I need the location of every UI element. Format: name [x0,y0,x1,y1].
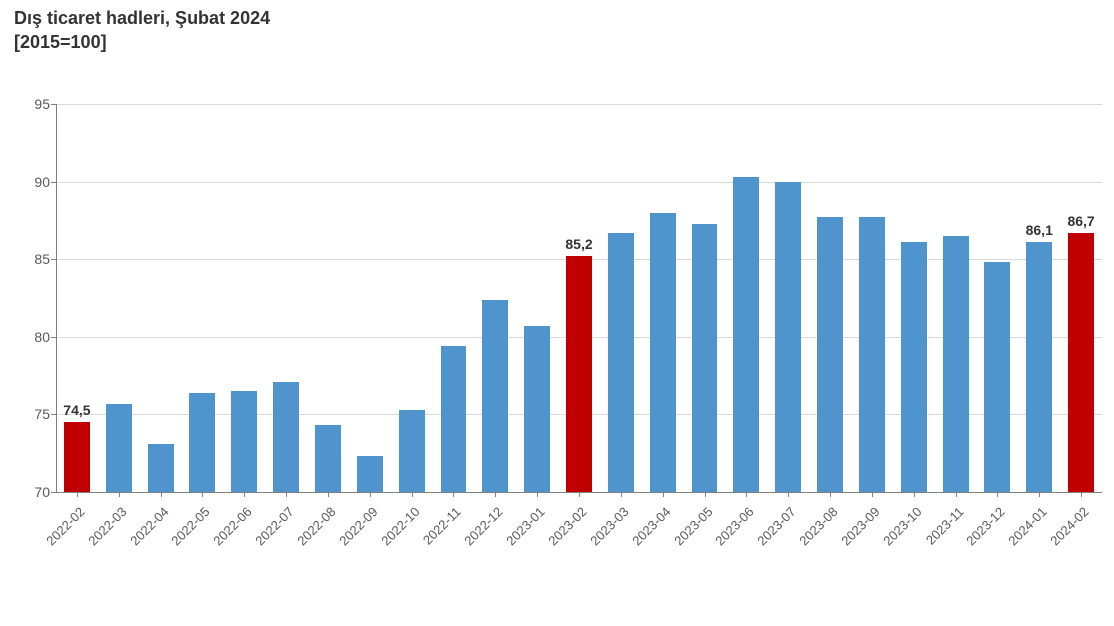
x-tick-mark [412,492,413,497]
x-tick-mark [495,492,496,497]
x-tick-mark [997,492,998,497]
bar-value-label: 85,2 [565,236,592,252]
x-tick-mark [872,492,873,497]
bar [566,256,592,492]
bar [817,217,843,492]
y-tick-label: 85 [6,251,50,267]
y-tick-label: 70 [6,484,50,500]
bar-value-label: 86,1 [1026,222,1053,238]
x-tick-mark [77,492,78,497]
bar [901,242,927,492]
x-tick-mark [746,492,747,497]
bar [733,177,759,492]
bar [231,391,257,492]
bar [775,182,801,492]
plot-area: 70758085909574,52022-022022-032022-04202… [56,104,1102,492]
x-tick-mark [453,492,454,497]
bar [399,410,425,492]
x-tick-mark [370,492,371,497]
bar [106,404,132,492]
x-tick-mark [1081,492,1082,497]
y-tick-label: 75 [6,406,50,422]
bar [1068,233,1094,492]
x-tick-mark [244,492,245,497]
bar [1026,242,1052,492]
bar-value-label: 74,5 [63,402,90,418]
grid-line [56,104,1102,105]
x-tick-mark [202,492,203,497]
bar [943,236,969,492]
bar [524,326,550,492]
bar [482,300,508,492]
x-tick-mark [914,492,915,497]
chart-title: Dış ticaret hadleri, Şubat 2024 [2015=10… [14,6,270,55]
bar [64,422,90,492]
y-axis [56,104,57,492]
y-tick-label: 90 [6,174,50,190]
bar [608,233,634,492]
chart-title-line2: [2015=100] [14,30,270,54]
y-tick-label: 95 [6,96,50,112]
grid-line [56,182,1102,183]
bar [315,425,341,492]
bar [650,213,676,492]
x-tick-mark [286,492,287,497]
x-tick-mark [579,492,580,497]
x-tick-mark [705,492,706,497]
chart-title-line1: Dış ticaret hadleri, Şubat 2024 [14,6,270,30]
x-tick-mark [1039,492,1040,497]
x-tick-mark [788,492,789,497]
bar [692,224,718,492]
x-tick-mark [663,492,664,497]
x-tick-mark [328,492,329,497]
x-tick-mark [956,492,957,497]
bar [357,456,383,492]
bar [984,262,1010,492]
y-tick-label: 80 [6,329,50,345]
x-tick-mark [161,492,162,497]
x-tick-mark [830,492,831,497]
bar [273,382,299,492]
x-tick-mark [621,492,622,497]
x-tick-mark [537,492,538,497]
x-tick-mark [119,492,120,497]
bar [859,217,885,492]
chart: 70758085909574,52022-022022-032022-04202… [0,96,1114,616]
bar-value-label: 86,7 [1067,213,1094,229]
bar [189,393,215,492]
bar [441,346,467,492]
bar [148,444,174,492]
